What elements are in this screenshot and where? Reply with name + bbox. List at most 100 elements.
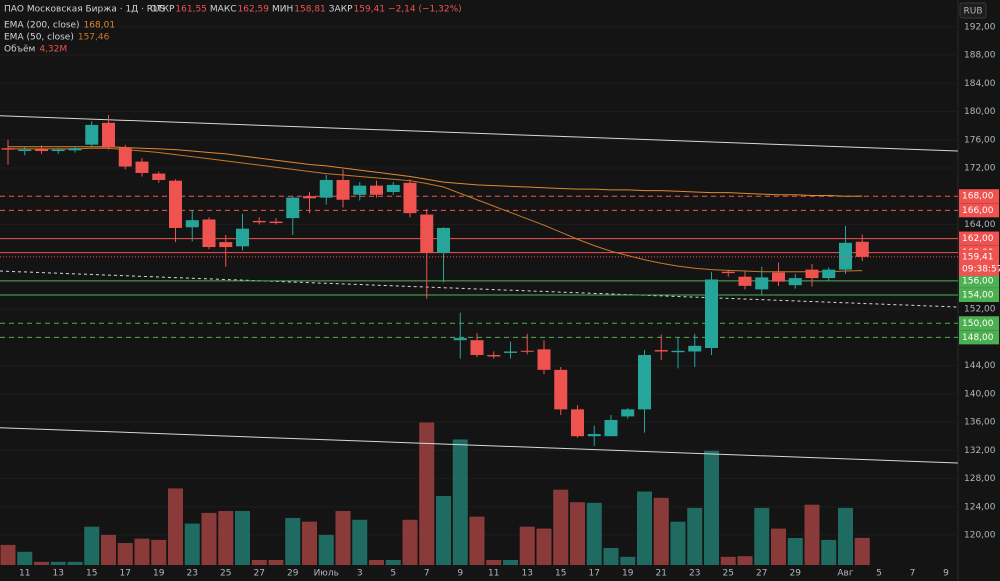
candle-body xyxy=(571,409,584,437)
candle-body xyxy=(236,228,249,247)
ohlc-label: МАКС xyxy=(210,5,237,15)
x-tick-label: 9 xyxy=(457,569,463,579)
volume-bar xyxy=(402,519,418,565)
y-tick-label: 164,00 xyxy=(964,220,996,230)
candle-body xyxy=(587,434,601,437)
candle-body xyxy=(353,185,367,195)
x-tick-label: 25 xyxy=(220,569,231,579)
candle-body xyxy=(85,124,99,145)
x-tick-label: 17 xyxy=(589,569,600,579)
x-tick-label: 15 xyxy=(555,569,566,579)
indicator-value: 168,01 xyxy=(84,21,116,31)
volume-bar xyxy=(0,544,16,565)
currency-button[interactable] xyxy=(959,2,987,19)
last-price-box xyxy=(959,249,999,276)
volume-bar xyxy=(620,556,636,565)
candle-body xyxy=(721,271,735,274)
x-tick-label: 15 xyxy=(86,569,97,579)
volume-bar xyxy=(821,539,837,565)
volume-bar xyxy=(469,516,485,565)
candle-body xyxy=(319,179,333,198)
x-tick-label: 25 xyxy=(723,569,734,579)
volume-name: Объём xyxy=(4,45,35,55)
y-tick-label: 128,00 xyxy=(964,474,996,484)
ema-line xyxy=(8,146,863,197)
volume-bar xyxy=(50,561,66,565)
x-tick-label: Июль xyxy=(314,569,339,579)
x-tick-label: 7 xyxy=(910,569,916,579)
candle-body xyxy=(520,350,534,352)
x-tick-label: 19 xyxy=(153,569,165,579)
volume-bar xyxy=(452,439,468,565)
ohlc-value: 159,41 xyxy=(354,5,386,15)
candle-body xyxy=(688,345,702,352)
x-tick-label: 23 xyxy=(187,569,198,579)
candle-body xyxy=(822,269,836,279)
volume-bar xyxy=(637,491,652,565)
x-tick-label: 29 xyxy=(287,569,299,579)
volume-bar xyxy=(168,488,183,565)
ema-line xyxy=(8,147,863,273)
y-tick-label: 184,00 xyxy=(964,79,996,89)
volume-bar xyxy=(67,561,83,565)
x-tick-label: Авг xyxy=(837,569,853,579)
volume-bar xyxy=(419,422,435,565)
volume-bar xyxy=(134,538,150,565)
volume-bar xyxy=(268,559,284,565)
y-tick-label: 188,00 xyxy=(964,51,996,61)
volume-bar xyxy=(804,504,820,565)
volume-bar xyxy=(720,556,736,565)
volume-bar xyxy=(687,507,703,565)
level-label: 150,00 xyxy=(962,319,994,329)
candle-body xyxy=(68,148,82,151)
y-tick-label: 132,00 xyxy=(964,446,996,456)
level-label: 148,00 xyxy=(962,333,994,343)
x-tick-label: 11 xyxy=(488,569,499,579)
volume-bar xyxy=(17,551,33,565)
y-tick-label: 140,00 xyxy=(964,389,996,399)
volume-bar xyxy=(838,507,853,565)
x-tick-label: 17 xyxy=(120,569,131,579)
volume-bar xyxy=(570,502,585,565)
volume-bar xyxy=(302,521,317,565)
volume-bar xyxy=(34,561,49,565)
candle-body xyxy=(504,351,517,353)
candle-body xyxy=(420,214,434,253)
candle-body xyxy=(671,350,685,353)
ohlc-value: 158,81 xyxy=(294,5,326,15)
candle-body xyxy=(35,148,48,152)
candle-body xyxy=(169,180,182,228)
currency-label[interactable]: RUB xyxy=(963,7,982,17)
level-label-box xyxy=(959,189,999,204)
volume-bar xyxy=(670,521,686,565)
volume-bar xyxy=(603,548,619,565)
y-tick-label: 152,00 xyxy=(964,305,996,315)
volume-bar xyxy=(787,538,803,565)
volume-bar xyxy=(771,528,786,565)
y-tick-label: 192,00 xyxy=(964,22,996,32)
candle-body xyxy=(135,161,149,173)
indicator-name: EMA (200, close) xyxy=(4,21,80,31)
candle-body xyxy=(470,340,484,356)
candle-body xyxy=(202,219,216,248)
level-label-box xyxy=(959,288,999,303)
candle-body xyxy=(51,149,65,152)
x-tick-label: 13 xyxy=(53,569,64,579)
volume-bar xyxy=(117,543,133,565)
x-tick-label: 11 xyxy=(19,569,30,579)
level-label-box xyxy=(959,203,999,218)
level-label: 166,00 xyxy=(962,206,994,216)
ohlc-label: МИН xyxy=(272,5,293,15)
candle-body xyxy=(487,355,501,357)
trendline xyxy=(0,270,959,308)
candle-body xyxy=(386,184,400,192)
indicator-name: EMA (50, close) xyxy=(4,33,74,43)
candle-body xyxy=(303,196,316,199)
candle-body xyxy=(705,279,718,348)
candle-body xyxy=(772,272,785,282)
level-label-box xyxy=(959,330,999,345)
candle-body xyxy=(621,409,635,417)
candle-body xyxy=(604,419,618,437)
